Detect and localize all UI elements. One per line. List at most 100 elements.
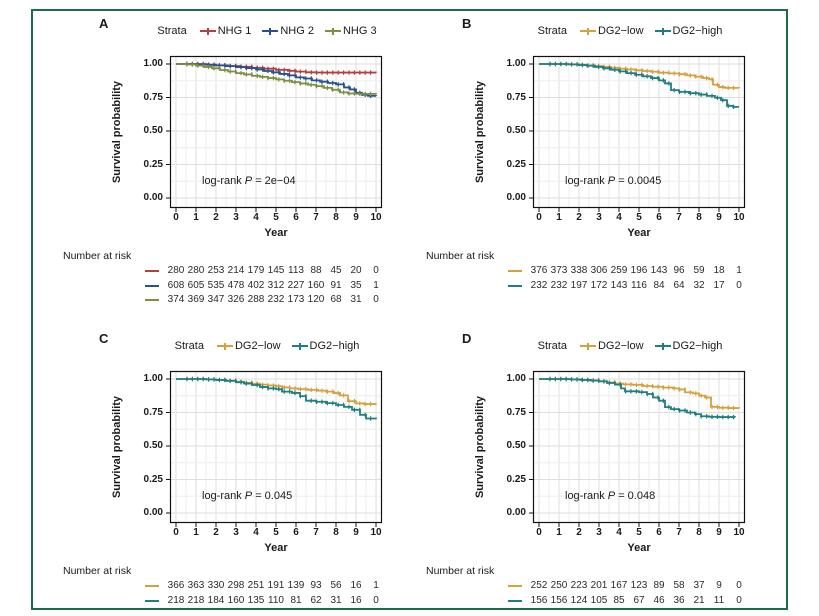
- risk-count: 196: [630, 265, 648, 276]
- risk-count: 288: [247, 294, 265, 305]
- x-tick-label: 6: [293, 527, 299, 538]
- risk-count: 253: [207, 265, 225, 276]
- risk-count: 156: [550, 594, 568, 606]
- risk-count: 338: [570, 265, 588, 276]
- y-tick-label: 0.00: [506, 507, 526, 518]
- risk-count: 330: [207, 580, 225, 591]
- x-tick-label: 0: [173, 212, 179, 223]
- legend-key-icon: [262, 27, 279, 36]
- risk-count: 20: [350, 265, 362, 276]
- x-tick-label: 10: [370, 527, 382, 538]
- y-tick-label: 1.00: [143, 373, 163, 384]
- risk-count: 9: [716, 580, 722, 591]
- risk-count: 605: [187, 279, 205, 291]
- risk-count: 16: [350, 580, 362, 591]
- risk-count: 0: [736, 580, 742, 591]
- survival-plot: [529, 370, 746, 527]
- risk-count: 312: [267, 279, 285, 291]
- legend-key-icon: [291, 342, 308, 351]
- legend-label: DG2−low: [597, 340, 644, 352]
- km-panel-a: A Strata NHG 1 NHG 2 NHG 3 Survival probabi…: [63, 14, 419, 312]
- km-panel-d: D Strata DG2−low DG2−high Survival probabi…: [426, 329, 782, 616]
- risk-count: 535: [207, 279, 225, 291]
- risk-row-swatch: [508, 284, 522, 287]
- risk-table-title: Number at risk: [63, 565, 132, 577]
- logrank-annotation: log-rank P = 0.048: [565, 490, 656, 502]
- risk-table-row: 376 373 338 306 259 196 143 96 59 18 1: [426, 264, 782, 278]
- risk-count: 232: [530, 279, 548, 291]
- risk-count: 363: [187, 580, 205, 591]
- panel-label: D: [462, 331, 472, 346]
- risk-count: 84: [653, 279, 665, 291]
- legend-key-icon: [654, 342, 671, 351]
- legend-title: Strata: [174, 340, 204, 352]
- risk-count: 0: [373, 294, 379, 305]
- x-axis-label: Year: [264, 542, 288, 554]
- legend-key-icon: [654, 27, 671, 36]
- risk-count: 218: [187, 594, 205, 606]
- legend-key-icon: [199, 27, 216, 36]
- risk-count: 214: [227, 265, 245, 276]
- risk-count: 252: [530, 580, 548, 591]
- risk-count: 36: [673, 594, 685, 606]
- risk-count: 139: [287, 580, 305, 591]
- y-tick-label: 0.25: [143, 473, 163, 485]
- x-axis-label: Year: [264, 227, 288, 239]
- risk-row-swatch: [508, 599, 522, 602]
- risk-count: 184: [207, 594, 225, 606]
- legend-item: NHG 3: [324, 25, 377, 37]
- risk-count: 374: [167, 294, 185, 305]
- legend-label: DG2−low: [234, 340, 281, 352]
- risk-count: 280: [187, 265, 205, 276]
- risk-count: 173: [287, 294, 305, 305]
- x-tick-label: 9: [353, 527, 359, 538]
- risk-row-swatch: [145, 270, 159, 272]
- risk-count: 21: [693, 594, 705, 606]
- risk-table-row: 156 156 124 105 85 67 46 36 21 11 0: [426, 594, 782, 608]
- legend-item: DG2−low: [579, 25, 644, 37]
- x-tick-label: 4: [616, 212, 622, 223]
- risk-count: 0: [373, 594, 379, 606]
- y-tick-label: 0.00: [143, 507, 163, 518]
- x-tick-label: 1: [556, 212, 562, 223]
- risk-count: 232: [550, 279, 568, 291]
- risk-table-row: 374 369 347 326 288 232 173 120 68 31 0: [63, 293, 419, 307]
- risk-count: 124: [570, 594, 588, 606]
- y-tick-label: 1.00: [506, 58, 526, 69]
- risk-count: 93: [310, 580, 322, 591]
- risk-count: 46: [653, 594, 665, 606]
- y-tick-label: 0.50: [506, 440, 526, 451]
- risk-table-row: 232 232 197 172 143 116 84 64 32 17 0: [426, 279, 782, 293]
- legend-key-icon: [324, 27, 341, 36]
- risk-count: 160: [227, 594, 245, 606]
- risk-count: 402: [247, 279, 265, 291]
- x-tick-label: 7: [676, 527, 682, 538]
- legend-item: NHG 2: [262, 25, 314, 37]
- risk-row-swatch: [508, 270, 522, 272]
- y-tick-label: 0.25: [506, 158, 526, 170]
- x-tick-label: 9: [716, 527, 722, 538]
- risk-count: 59: [693, 265, 705, 276]
- x-tick-label: 7: [313, 527, 319, 538]
- risk-count: 259: [610, 265, 628, 276]
- x-tick-label: 8: [333, 527, 339, 538]
- y-tick-label: 0.75: [506, 91, 526, 103]
- x-tick-label: 4: [253, 212, 259, 223]
- legend-label: DG2−high: [672, 25, 723, 37]
- panel-label: A: [99, 16, 109, 31]
- legend: Strata DG2−low DG2−high: [478, 25, 782, 37]
- risk-count: 45: [330, 265, 342, 276]
- survival-plot: [166, 55, 383, 212]
- x-tick-label: 9: [716, 212, 722, 223]
- logrank-annotation: log-rank P = 2e−04: [202, 175, 296, 187]
- x-tick-label: 4: [616, 527, 622, 538]
- risk-table-row: 218 218 184 160 135 110 81 62 31 16 0: [63, 594, 419, 608]
- risk-count: 201: [590, 580, 608, 591]
- legend: Strata DG2−low DG2−high: [478, 340, 782, 352]
- risk-count: 347: [207, 294, 225, 305]
- risk-count: 1: [736, 265, 742, 276]
- x-tick-label: 0: [536, 527, 542, 538]
- y-tick-label: 0.25: [506, 473, 526, 485]
- risk-count: 143: [650, 265, 668, 276]
